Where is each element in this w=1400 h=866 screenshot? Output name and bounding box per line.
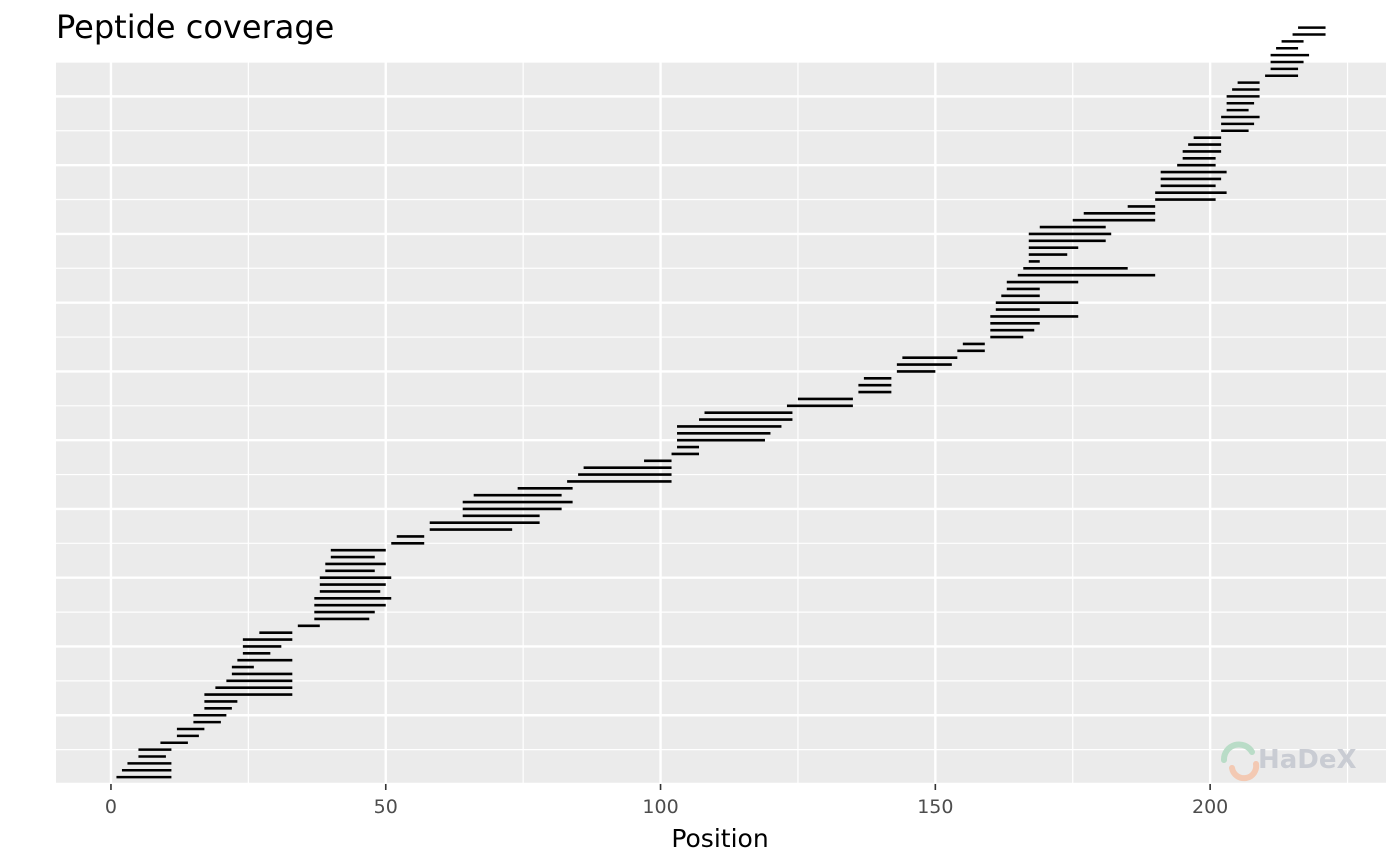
x-tick-label: 0: [105, 796, 117, 818]
logo-text: HaDeX: [1258, 745, 1357, 775]
logo-swirl-green: [1221, 741, 1255, 763]
x-tick-label: 100: [642, 796, 678, 818]
x-axis-ticks: [110, 784, 1211, 790]
x-tick-label: 200: [1192, 796, 1228, 818]
plot-panel: [56, 62, 1386, 784]
x-axis-tick-labels: 0 50 100 150 200: [105, 796, 1228, 818]
chart-title: Peptide coverage: [56, 8, 335, 46]
logo-swirl-orange: [1229, 761, 1260, 782]
x-tick-label: 150: [917, 796, 953, 818]
grid-minor-lines: [56, 61, 1386, 784]
hadex-logo: HaDeX: [1221, 741, 1357, 782]
x-tick-label: 50: [374, 796, 398, 818]
x-axis-title: Position: [671, 824, 768, 853]
peptide-segments: [116, 26, 1326, 779]
